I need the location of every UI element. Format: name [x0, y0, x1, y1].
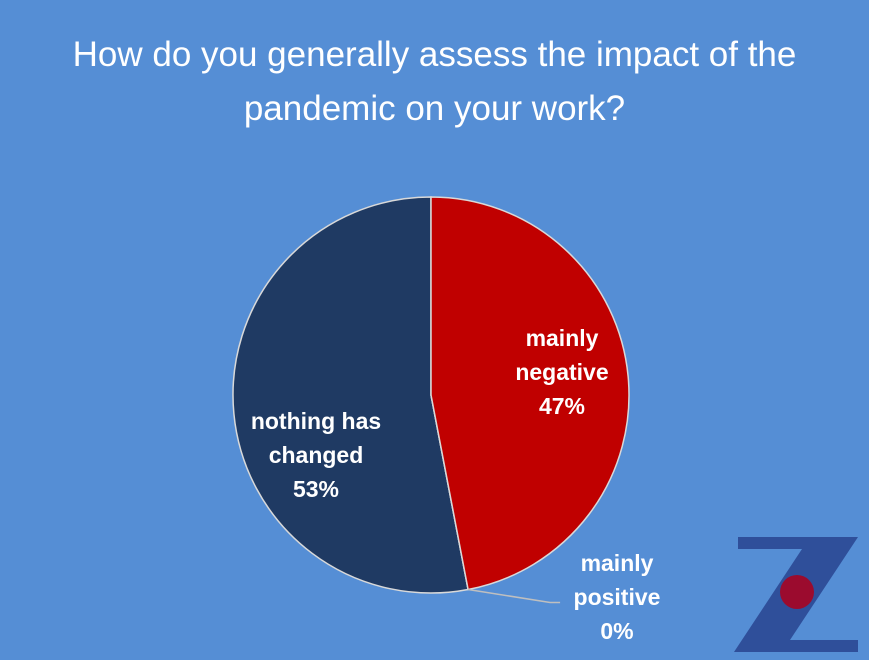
slice-category: mainly positive	[573, 550, 661, 610]
slice-value: 53%	[292, 476, 340, 502]
data-label: mainly positive 0%	[557, 546, 677, 648]
pie-slice	[232, 196, 469, 594]
leader-line	[467, 588, 561, 604]
logo	[734, 537, 858, 652]
pie-slice	[430, 196, 630, 591]
logo-dot	[780, 575, 814, 609]
slice-value: 47%	[538, 393, 586, 419]
slice-category: mainly negative	[515, 325, 609, 385]
slice-value: 0%	[600, 618, 634, 644]
chart-title: How do you generally assess the impact o…	[72, 35, 797, 128]
data-label: nothing has changed 53%	[231, 404, 401, 506]
data-label: mainly negative 47%	[497, 321, 627, 423]
slice-category: nothing has changed	[250, 408, 382, 468]
